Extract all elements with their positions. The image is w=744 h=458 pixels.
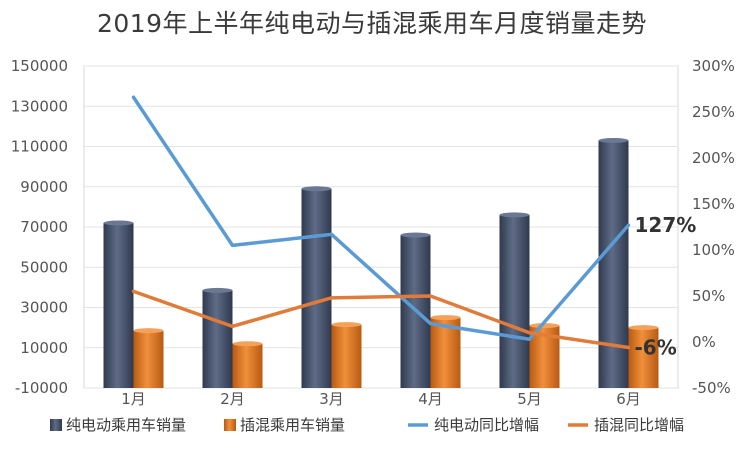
y-left-tick-label: 110000 [11,138,68,156]
bar-bev [499,214,530,388]
data-label: -6% [635,336,677,360]
legend-swatch [50,419,62,431]
legend-layer: 纯电动乘用车销量 插混乘用车销量 纯电动同比增幅 插混同比增幅 [50,416,684,434]
bar-cap [103,220,134,226]
y-left-tick-label: 50000 [20,258,68,276]
bar-bev [301,188,332,388]
y-left-tick-label: 10000 [20,339,68,357]
bar-phev [232,343,263,388]
legend-label: 纯电动乘用车销量 [66,416,186,434]
y-left-tick-label: 130000 [11,97,68,115]
legend-label: 纯电动同比增幅 [434,416,539,434]
legend-item: 纯电动乘用车销量 [50,416,186,434]
bar-cap [598,137,629,143]
y-left-tick-label: 70000 [20,218,68,236]
y-left-tick-label: 150000 [11,57,68,75]
legend-label: 插混乘用车销量 [240,416,345,434]
line-phev-growth [131,289,631,350]
y-right-tick-label: 250% [692,103,735,121]
legend-item: 插混乘用车销量 [224,416,345,434]
data-label: 127% [635,213,697,237]
y-left-tick-label: 30000 [20,299,68,317]
bar-cap [202,287,233,293]
grid-layer [83,65,679,389]
legend-item: 插混同比增幅 [568,416,684,434]
y-right-tick-label: 200% [692,149,735,167]
bar-phev [628,327,659,388]
bar-bev [103,222,134,388]
bar-cap [301,186,332,192]
x-tick-label: 2月 [220,390,245,408]
legend-label: 插混同比增幅 [594,416,684,434]
legend-swatch [224,419,236,431]
y-right-tick-label: 50% [692,287,725,305]
bar-cap [400,232,431,238]
y-right-tick-label: 300% [692,57,735,75]
chart-title: 2019年上半年纯电动与插混乘用车月度销量走势 [96,9,648,38]
line-bev-growth [131,95,631,341]
x-tick-label: 6月 [616,390,641,408]
bar-cap [529,323,560,329]
x-tick-label: 1月 [121,390,146,408]
bar-bev [202,290,233,388]
x-tick-label: 5月 [517,390,542,408]
bar-cap [628,325,659,331]
y-right-tick-label: -50% [692,379,731,397]
bar-phev [133,330,164,388]
axis-layer: 150000 130000 110000 90000 70000 50000 30000 10… [11,57,735,408]
x-tick-label: 3月 [319,390,344,408]
y-right-tick-label: 100% [692,241,735,259]
x-tick-label: 4月 [418,390,443,408]
bar-cap [499,212,530,218]
bar-cap [430,315,461,321]
bar-bev [598,140,629,388]
y-right-tick-label: 150% [692,195,735,213]
line-layer: 127% -6% [131,95,697,360]
bar-cap [232,341,263,347]
y-right-tick-label: 0% [692,333,716,351]
y-left-tick-label: -10000 [15,379,68,397]
bar-cap [331,322,362,328]
bar-phev [331,324,362,388]
legend-item: 纯电动同比增幅 [408,416,539,434]
bar-cap [133,328,164,334]
y-left-tick-label: 90000 [20,178,68,196]
